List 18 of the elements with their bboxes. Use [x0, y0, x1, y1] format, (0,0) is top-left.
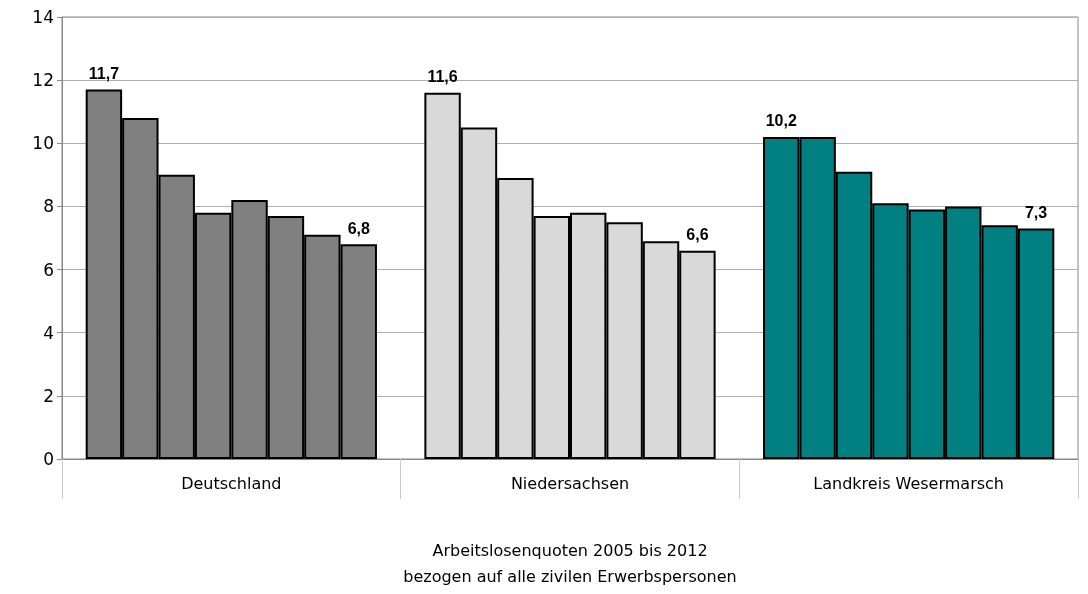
y-tick-label: 6: [43, 259, 54, 280]
data-label: 6,8: [347, 219, 370, 237]
x-tick-label: Deutschland: [181, 473, 282, 493]
x-axis-title: Arbeitslosenquoten 2005 bis 2012 bezogen auf alle zivilen Erwerbspersonen: [403, 540, 737, 586]
y-tick-label: 10: [32, 133, 54, 154]
x-tick-label: Niedersachsen: [510, 473, 630, 493]
data-label: 10,2: [765, 112, 797, 130]
x-tick-label: Landkreis Wesermarsch: [813, 473, 1004, 493]
data-label: 6,6: [686, 226, 709, 244]
data-label: 11,7: [88, 65, 120, 83]
y-tick-label: 12: [32, 70, 54, 91]
y-tick-label: 14: [32, 7, 54, 27]
y-tick-label: 4: [43, 322, 54, 343]
y-tick-label: 2: [43, 385, 54, 406]
y-tick-label: 0: [43, 449, 54, 469]
y-tick-label: 8: [43, 196, 54, 217]
data-label: 7,3: [1024, 204, 1048, 222]
data-label: 11,6: [427, 68, 458, 86]
